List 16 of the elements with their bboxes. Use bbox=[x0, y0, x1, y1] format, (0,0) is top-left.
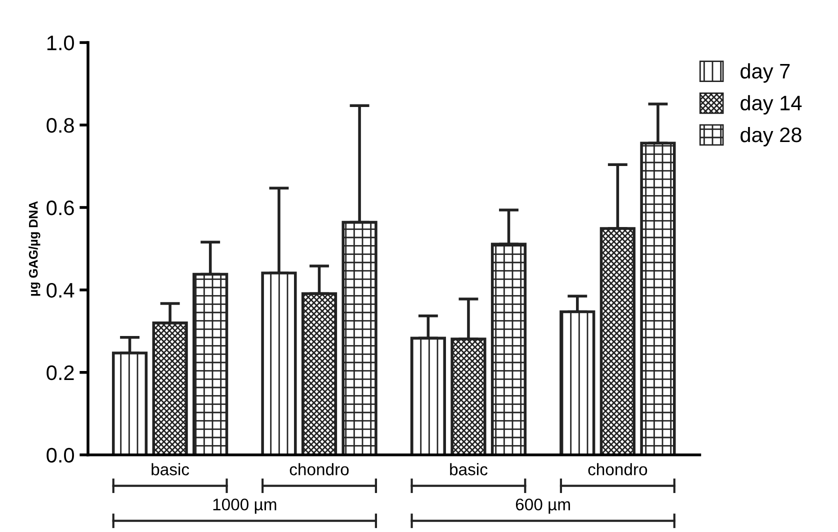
legend-label: day 7 bbox=[740, 63, 790, 83]
x-tick-label: basic bbox=[152, 463, 190, 476]
y-tick-label: 0.4 bbox=[46, 282, 74, 298]
x-tick-label: chondro bbox=[290, 463, 349, 476]
y-axis-title: µg GAG/µg DNA bbox=[28, 201, 40, 296]
x-tick-label: chondro bbox=[588, 463, 648, 476]
x-tick-label: basic bbox=[450, 463, 488, 476]
legend-label: day 28 bbox=[740, 126, 802, 146]
text: 1000 µm bbox=[213, 498, 276, 514]
y-tick-label: 0.2 bbox=[46, 365, 74, 380]
y-tick-label: 0.0 bbox=[46, 448, 74, 463]
text: 600 µm bbox=[516, 498, 570, 514]
y-tick-label: 0.8 bbox=[46, 118, 74, 133]
y-tick-label: 1.0 bbox=[47, 36, 74, 50]
legend-label: day 14 bbox=[740, 95, 802, 115]
y-tick-label: 0.6 bbox=[46, 200, 74, 216]
